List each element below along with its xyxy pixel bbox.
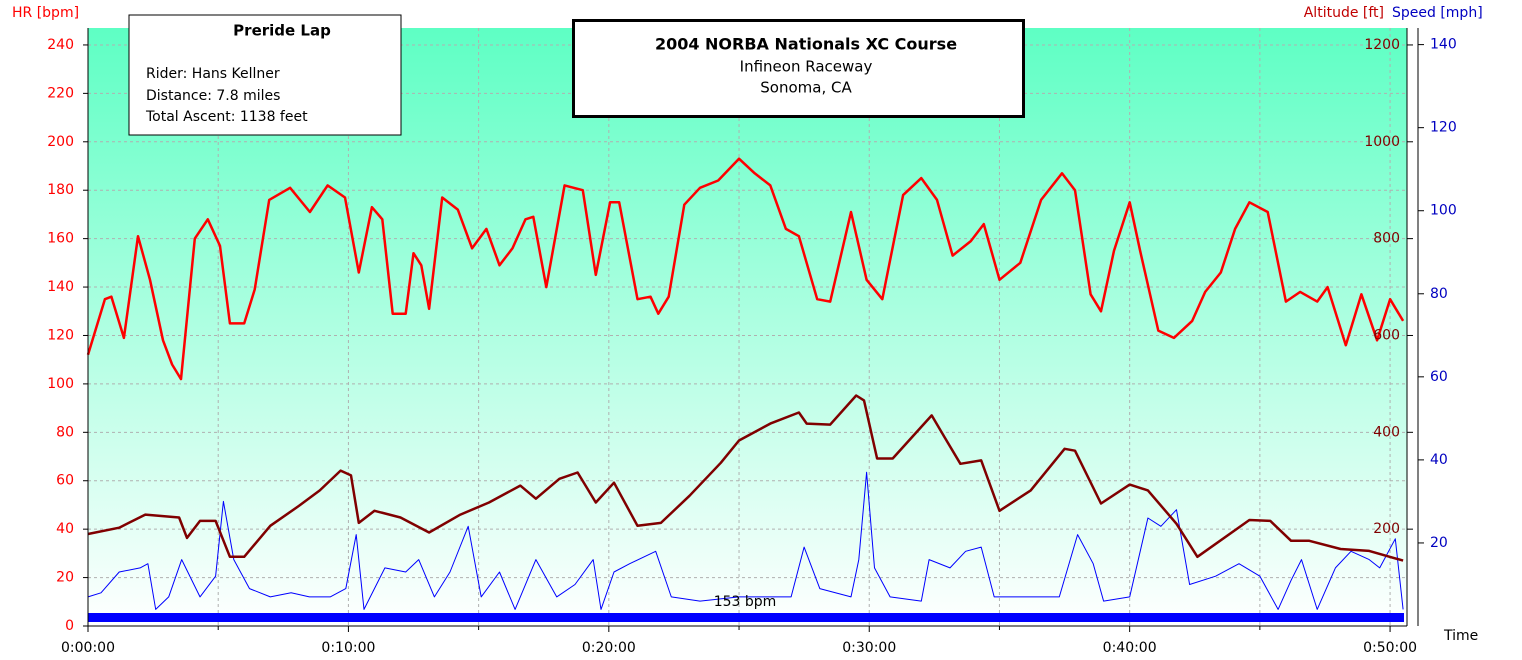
y3-tick-label: 140 (1430, 37, 1457, 53)
y3-tick-label: 80 (1430, 286, 1448, 302)
info-line: Total Ascent: 1138 feet (145, 109, 308, 125)
annotation: 153 bpm (714, 594, 777, 610)
y-tick-label: 240 (47, 37, 74, 53)
y2-tick-label: 600 (1373, 327, 1400, 343)
title-box (572, 19, 1025, 118)
y-tick-label: 80 (56, 424, 74, 440)
y3-tick-label: 40 (1430, 452, 1448, 468)
chart-title: 2004 NORBA Nationals XC Course (655, 35, 957, 54)
avg-band (88, 613, 1404, 622)
y3-tick-label: 120 (1430, 120, 1457, 136)
x-tick-label: 0:00:00 (61, 640, 115, 656)
x-tick-label: 0:20:00 (582, 640, 636, 656)
y3-tick-label: 20 (1430, 535, 1448, 551)
y-tick-label: 220 (47, 85, 74, 101)
info-title: Preride Lap (233, 22, 331, 40)
y3-tick-label: 100 (1430, 203, 1457, 219)
y2-tick-label: 800 (1373, 231, 1400, 247)
chart-subtitle: Sonoma, CA (760, 79, 852, 97)
y-tick-label: 40 (56, 521, 74, 537)
x-axis-label: Time (1443, 628, 1478, 644)
x-tick-label: 0:30:00 (842, 640, 896, 656)
y-tick-label: 200 (47, 134, 74, 150)
y2-tick-label: 200 (1373, 521, 1400, 537)
info-line: Rider: Hans Kellner (146, 66, 280, 82)
y-tick-label: 0 (65, 618, 74, 634)
y3-axis-label: Speed [mph] (1392, 5, 1483, 21)
y-axis-label: HR [bpm] (12, 5, 79, 21)
info-line: Distance: 7.8 miles (146, 88, 280, 104)
x-tick-label: 0:50:00 (1363, 640, 1417, 656)
chart-subtitle: Infineon Raceway (740, 58, 873, 76)
y-tick-label: 60 (56, 473, 74, 489)
y2-tick-label: 400 (1373, 424, 1400, 440)
y-tick-label: 20 (56, 570, 74, 586)
line-altitude (87, 394, 1404, 562)
y-tick-label: 120 (47, 327, 74, 343)
x-tick-label: 0:40:00 (1103, 640, 1157, 656)
y3-tick-label: 60 (1430, 369, 1448, 385)
y-tick-label: 160 (47, 231, 74, 247)
y2-tick-label: 1200 (1364, 37, 1400, 53)
y-tick-label: 140 (47, 279, 74, 295)
line-speed (87, 471, 1404, 610)
info-box (128, 14, 402, 136)
x-tick-label: 0:10:00 (321, 640, 375, 656)
y2-tick-label: 1000 (1364, 134, 1400, 150)
line-hr (86, 157, 1405, 381)
y-tick-label: 100 (47, 376, 74, 392)
y2-axis-label: Altitude [ft] (1304, 5, 1384, 21)
y-tick-label: 180 (47, 182, 74, 198)
